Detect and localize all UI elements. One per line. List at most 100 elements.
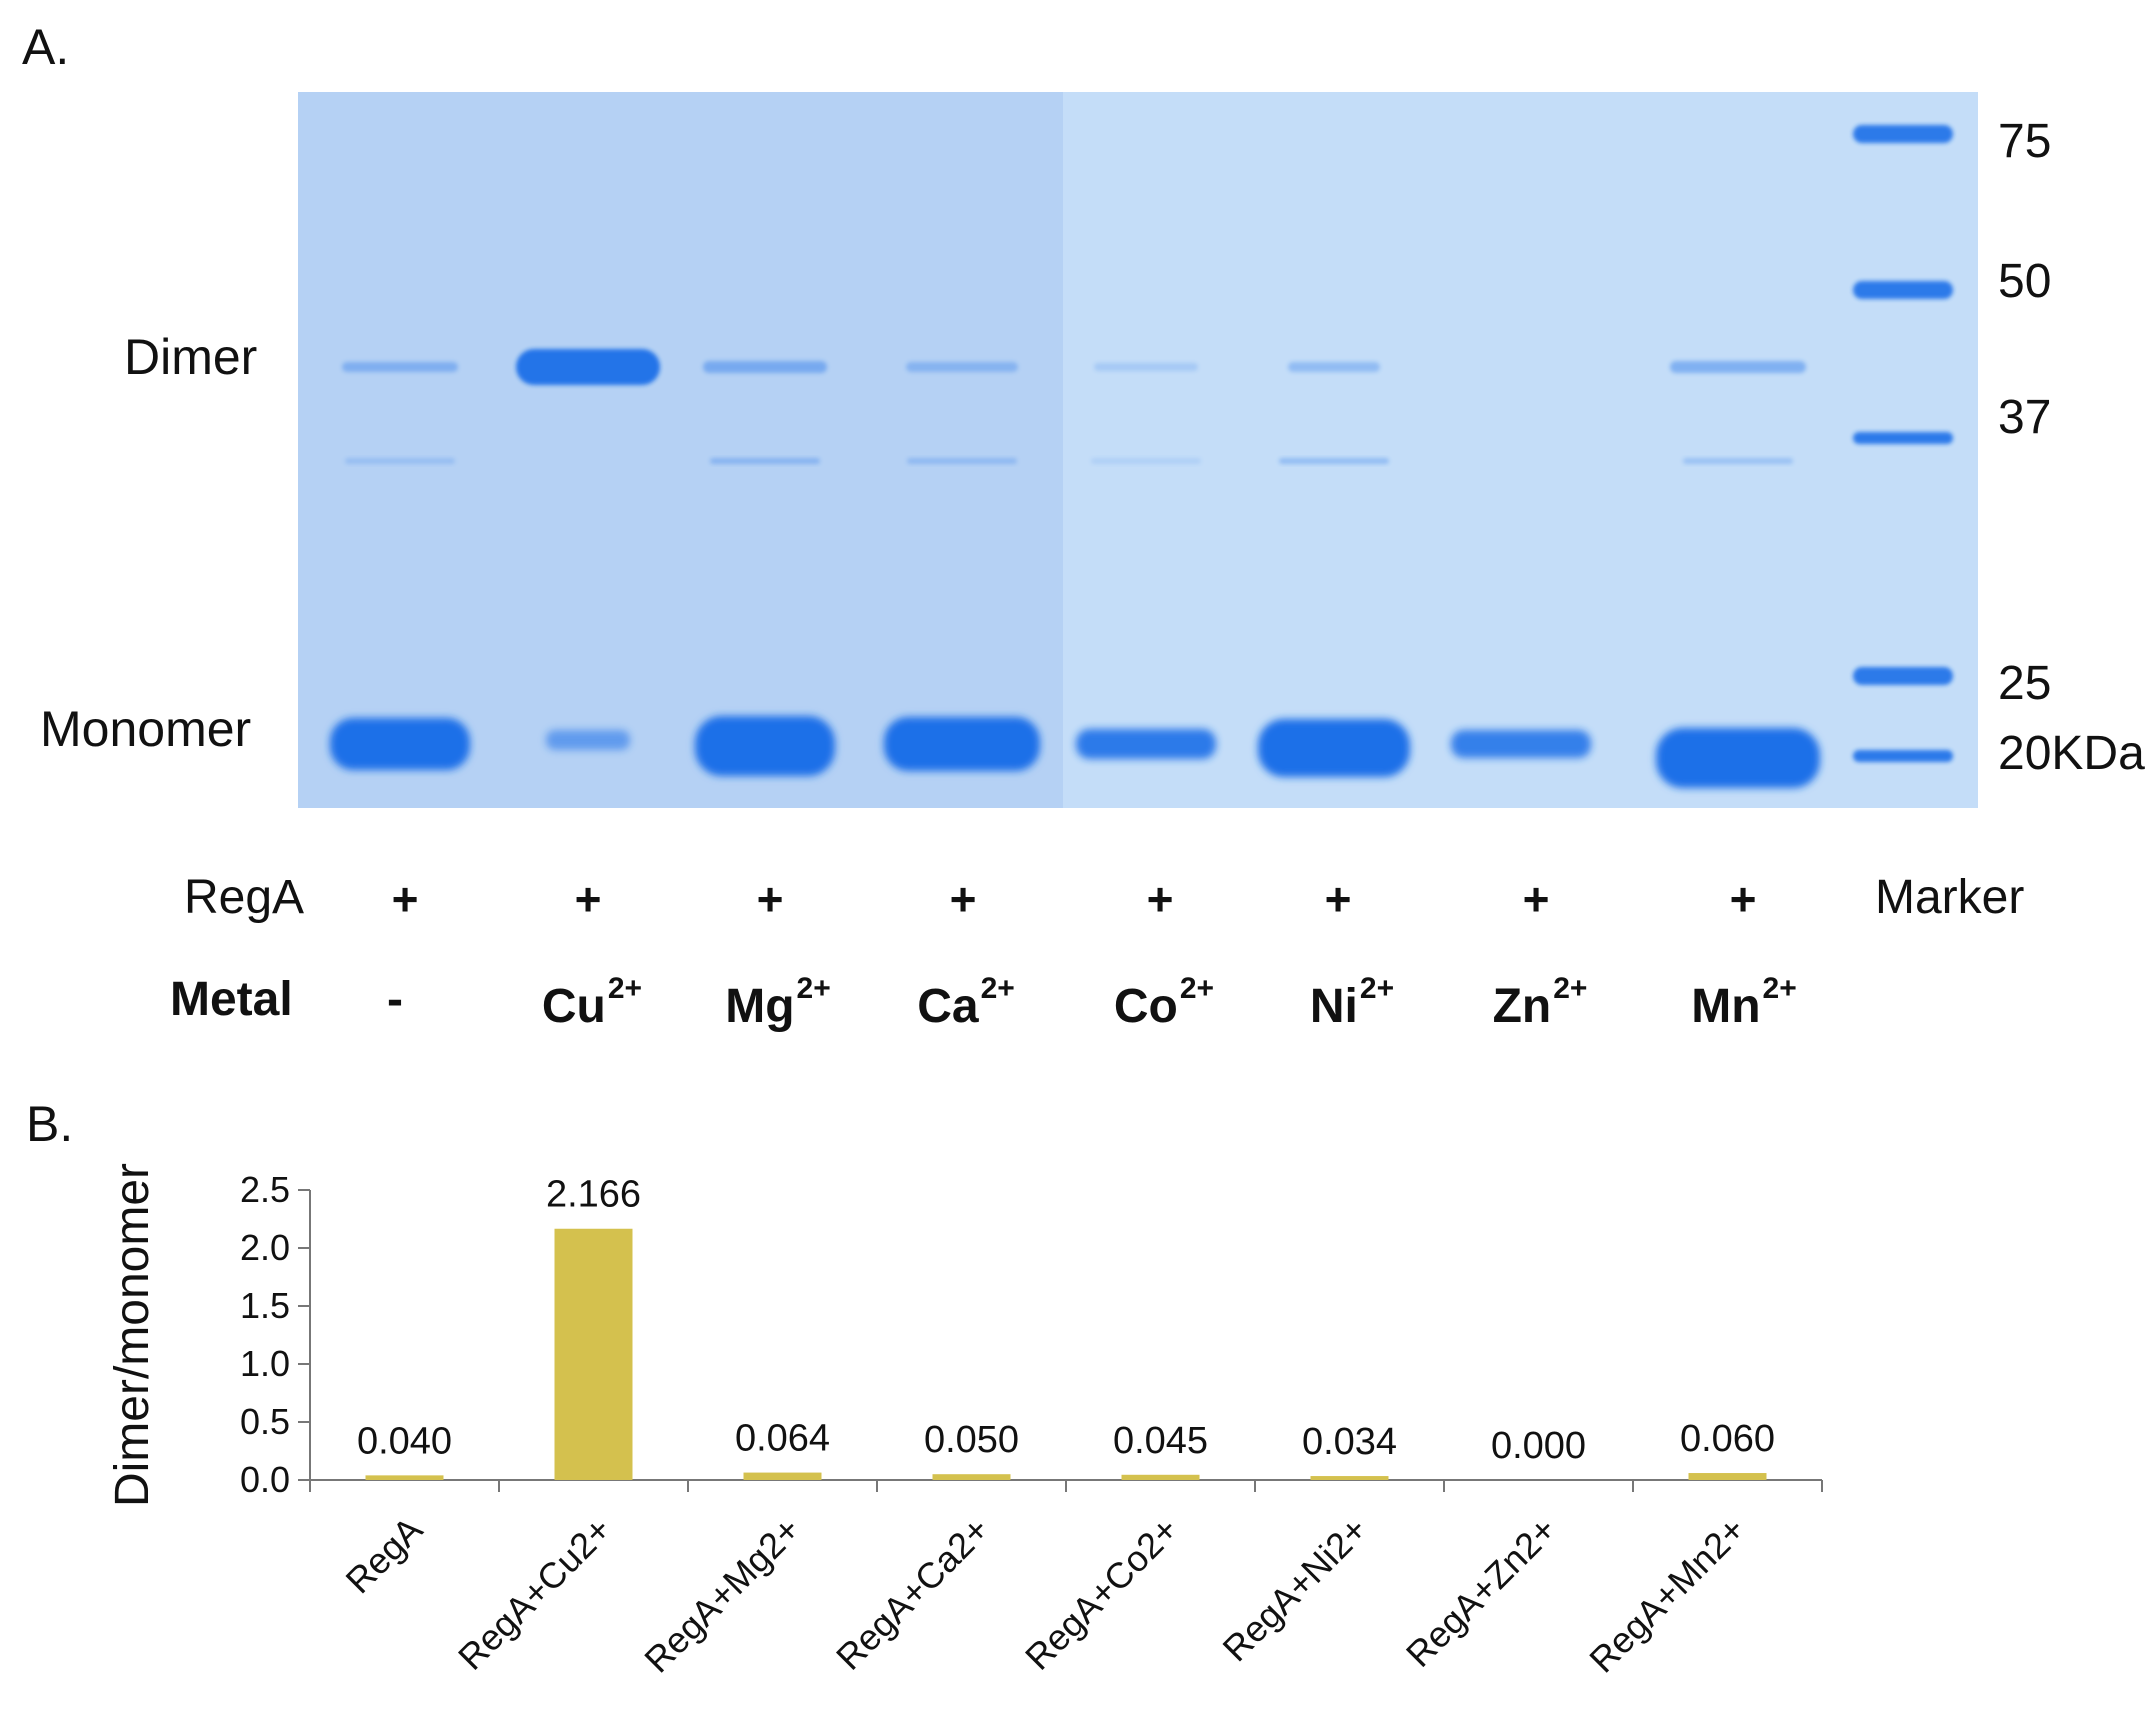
monomer-band-lane-4 bbox=[884, 717, 1040, 771]
minor-band-lane-1 bbox=[345, 458, 455, 464]
metal-name-lane-2: Cu2+ bbox=[512, 972, 672, 1034]
gel-left-half bbox=[298, 92, 1063, 808]
marker-size-50: 50 bbox=[1998, 255, 2052, 308]
bar-6 bbox=[1310, 1476, 1389, 1480]
data-label-1: 0.040 bbox=[357, 1420, 452, 1462]
metal-symbol: Ca bbox=[917, 980, 979, 1033]
category-label-3: RegA+Mg2+ bbox=[636, 1509, 808, 1681]
category-label-8: RegA+Mn2+ bbox=[1581, 1509, 1753, 1681]
rega-sign-lane-5: + bbox=[1146, 873, 1174, 925]
metal-symbol: Zn bbox=[1492, 980, 1552, 1033]
gel-right-half bbox=[1063, 92, 1978, 808]
bar-8 bbox=[1688, 1473, 1767, 1480]
metal-charge: 2+ bbox=[796, 972, 831, 1005]
monomer-band-lane-7 bbox=[1451, 730, 1591, 758]
dimer-band-lane-1 bbox=[342, 362, 458, 372]
rega-sign-lane-7: + bbox=[1522, 873, 1550, 925]
metal-name-lane-7: Zn2+ bbox=[1460, 972, 1620, 1034]
minor-band-lane-5 bbox=[1091, 458, 1201, 464]
category-label-4: RegA+Ca2+ bbox=[828, 1509, 997, 1678]
marker-size-37: 37 bbox=[1998, 391, 2052, 444]
gel-bands bbox=[330, 125, 1953, 788]
minor-band-lane-3 bbox=[710, 458, 820, 464]
monomer-band-lane-1 bbox=[330, 718, 470, 770]
metal-charge: 2+ bbox=[1553, 972, 1588, 1005]
metal-charge: 2+ bbox=[980, 972, 1015, 1005]
metal-charge: 2+ bbox=[607, 972, 643, 1005]
bar-5 bbox=[1121, 1474, 1200, 1480]
dimer-band-lane-5 bbox=[1094, 363, 1198, 371]
data-label-7: 0.000 bbox=[1491, 1425, 1586, 1467]
monomer-band-lane-6 bbox=[1258, 719, 1410, 777]
data-label-3: 0.064 bbox=[735, 1418, 830, 1460]
bar-4 bbox=[932, 1474, 1011, 1480]
metal-symbol: Co bbox=[1113, 980, 1178, 1033]
rega-sign-lane-8: + bbox=[1729, 873, 1757, 925]
metal-symbol: Cu bbox=[541, 980, 606, 1033]
marker-ladder-band-4 bbox=[1853, 667, 1953, 685]
marker-ladder-band-5 bbox=[1853, 750, 1953, 762]
marker-ladder-band-1 bbox=[1853, 125, 1953, 143]
rega-sign-lane-3: + bbox=[756, 873, 784, 925]
monomer-band-lane-3 bbox=[695, 716, 835, 776]
category-label-5: RegA+Co2+ bbox=[1017, 1509, 1186, 1678]
dimer-band-lane-4 bbox=[906, 362, 1018, 372]
bar-2 bbox=[554, 1228, 633, 1480]
panel-b-label: B. bbox=[26, 1096, 74, 1152]
dimer-label: Dimer bbox=[124, 329, 258, 385]
metal-name-lane-8: Mn2+ bbox=[1664, 972, 1824, 1034]
marker-lane-label: Marker bbox=[1875, 871, 2025, 924]
monomer-band-lane-5 bbox=[1076, 729, 1216, 759]
bar-3 bbox=[743, 1472, 822, 1480]
data-label-2: 2.166 bbox=[546, 1174, 641, 1216]
gel-image bbox=[298, 92, 1978, 808]
data-label-5: 0.045 bbox=[1113, 1420, 1208, 1462]
bar-1 bbox=[365, 1475, 444, 1480]
metal-charge: 2+ bbox=[1179, 972, 1215, 1005]
dimer-band-lane-6 bbox=[1288, 362, 1380, 372]
metal-symbol: Ni bbox=[1309, 980, 1358, 1033]
metal-name-lane-4: Ca2+ bbox=[886, 972, 1046, 1034]
category-label-1: RegA bbox=[337, 1509, 430, 1602]
y-tick-label: 0.5 bbox=[240, 1401, 290, 1442]
marker-size-25: 25 bbox=[1998, 657, 2052, 710]
y-tick-label: 1.5 bbox=[240, 1285, 290, 1326]
rega-sign-lane-1: + bbox=[391, 873, 419, 925]
monomer-band-lane-8 bbox=[1656, 728, 1820, 788]
minor-band-lane-8 bbox=[1683, 458, 1793, 464]
rega-sign-lane-4: + bbox=[949, 873, 977, 925]
metal-charge: 2+ bbox=[1359, 972, 1395, 1005]
minor-band-lane-6 bbox=[1279, 458, 1389, 464]
bar-chart: 0.0 0.5 1.0 1.5 2.0 2.5 Dimer/monomer 0.040 RegA… bbox=[106, 1163, 1823, 1681]
marker-ladder-band-2 bbox=[1853, 281, 1953, 299]
data-label-6: 0.034 bbox=[1302, 1421, 1397, 1463]
monomer-band-lane-2 bbox=[546, 730, 630, 750]
y-tick-label: 0.0 bbox=[240, 1459, 290, 1500]
panel-a-label: A. bbox=[22, 19, 70, 75]
minor-band-lane-4 bbox=[907, 458, 1017, 464]
metal-charge: 2+ bbox=[1762, 972, 1797, 1005]
dimer-band-lane-3 bbox=[703, 361, 827, 373]
data-label-4: 0.050 bbox=[924, 1419, 1019, 1461]
dimer-band-lane-8 bbox=[1670, 361, 1806, 373]
metal-name-lane-3: Mg2+ bbox=[698, 972, 858, 1034]
y-axis-label: Dimer/monomer bbox=[106, 1163, 159, 1507]
y-tick-label: 2.0 bbox=[240, 1227, 290, 1268]
metal-symbol: Mn bbox=[1691, 980, 1761, 1033]
marker-size-20kda: 20KDa bbox=[1998, 727, 2145, 780]
y-tick-label: 2.5 bbox=[240, 1169, 290, 1210]
marker-size-75: 75 bbox=[1998, 115, 2052, 168]
rega-sign-lane-2: + bbox=[574, 873, 602, 925]
data-label-8: 0.060 bbox=[1680, 1418, 1775, 1460]
rega-row-label: RegA bbox=[184, 871, 305, 924]
metal-name-lane-5: Co2+ bbox=[1084, 972, 1244, 1034]
marker-ladder-band-3 bbox=[1853, 432, 1953, 444]
rega-sign-lane-6: + bbox=[1324, 873, 1352, 925]
y-tick-label: 1.0 bbox=[240, 1343, 290, 1384]
metal-symbol: - bbox=[387, 973, 403, 1026]
metal-row-label: Metal bbox=[170, 973, 293, 1026]
category-label-7: RegA+Zn2+ bbox=[1398, 1509, 1564, 1675]
metal-name-lane-6: Ni2+ bbox=[1272, 972, 1432, 1034]
monomer-label: Monomer bbox=[40, 701, 252, 757]
category-label-6: RegA+Ni2+ bbox=[1215, 1509, 1376, 1670]
